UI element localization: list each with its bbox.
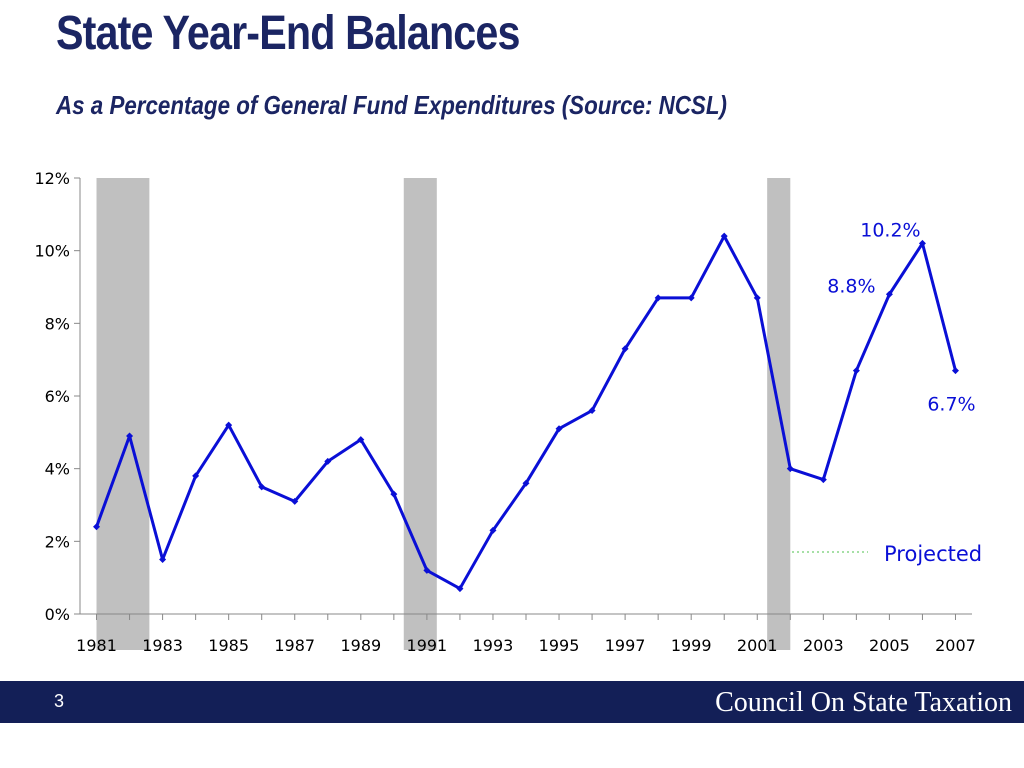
x-tick-label: 1989 [340, 636, 381, 655]
y-tick-label: 10% [34, 242, 70, 261]
balances-line-chart: 0% 2% 4% 6% 8% 10% 12% 1981 1983 1985 1987 1989 1991… [34, 169, 982, 655]
x-tick-label: 1987 [274, 636, 315, 655]
data-point [258, 483, 266, 491]
data-point [93, 523, 101, 531]
data-point [324, 457, 332, 465]
x-tick-label: 1997 [605, 636, 646, 655]
data-label: 6.7% [927, 394, 975, 416]
x-tick-label: 1985 [208, 636, 249, 655]
data-point [126, 432, 134, 440]
x-tick-label: 1983 [142, 636, 183, 655]
projected-legend-label: Projected [884, 542, 982, 566]
data-point [753, 294, 761, 302]
data-point [390, 490, 398, 498]
data-point [192, 472, 200, 480]
data-point [885, 290, 893, 298]
y-tick-label: 12% [34, 169, 70, 188]
x-tick-label: 2007 [935, 636, 976, 655]
data-point [786, 465, 794, 473]
y-tick-label: 0% [45, 605, 70, 624]
data-point [852, 367, 860, 375]
data-point [588, 407, 596, 415]
data-point [423, 566, 431, 574]
x-tick-label: 2005 [869, 636, 910, 655]
data-point [819, 476, 827, 484]
data-point [225, 421, 233, 429]
data-point [918, 239, 926, 247]
data-point [687, 294, 695, 302]
data-point [522, 479, 530, 487]
x-tick-label: 1991 [407, 636, 448, 655]
slide-subtitle: As a Percentage of General Fund Expendit… [56, 90, 727, 120]
footer-bar: 3 Council On State Taxation [0, 681, 1024, 723]
data-point [159, 556, 167, 563]
y-tick-label: 8% [45, 314, 70, 333]
x-tick-label: 1981 [76, 636, 117, 655]
data-point [621, 345, 629, 353]
data-point [456, 585, 464, 593]
x-tick-label: 2001 [737, 636, 778, 655]
recession-band [96, 178, 150, 650]
page-number: 3 [54, 691, 65, 711]
y-tick-label: 4% [45, 460, 70, 479]
data-label: 8.8% [827, 275, 875, 297]
data-point [489, 526, 497, 534]
organization-name: Council On State Taxation [715, 687, 1012, 718]
x-tick-label: 1993 [473, 636, 514, 655]
data-label: 10.2% [860, 219, 920, 241]
y-tick-label: 2% [45, 532, 70, 551]
x-tick-label: 1995 [539, 636, 580, 655]
data-point [720, 232, 728, 240]
data-point [357, 436, 365, 444]
data-point [291, 497, 299, 505]
data-point [951, 367, 959, 375]
x-tick-label: 1999 [671, 636, 712, 655]
slide-title: State Year-End Balances [56, 7, 520, 60]
y-tick-label: 6% [45, 387, 70, 406]
x-tick-label: 2003 [803, 636, 844, 655]
data-point [654, 294, 662, 302]
data-point [555, 425, 563, 433]
recession-band [403, 178, 437, 650]
